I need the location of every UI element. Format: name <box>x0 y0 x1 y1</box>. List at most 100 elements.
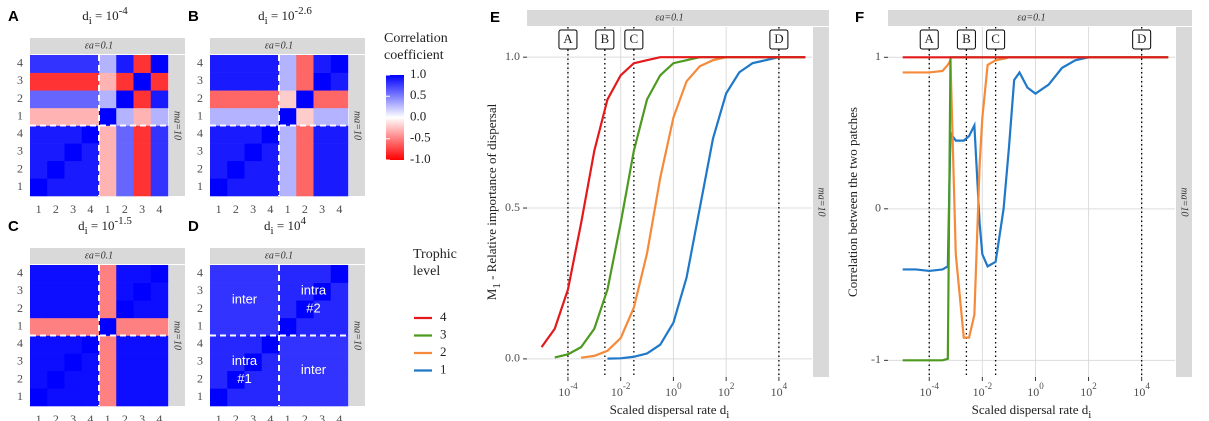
heat-cell <box>81 282 100 301</box>
y-tick-label: 2 <box>17 371 23 385</box>
reference-label: B <box>962 31 971 46</box>
strip-top-label: εa=0.1 <box>655 12 683 23</box>
x-tick-label: 2 <box>53 412 59 421</box>
heat-cell <box>47 353 65 372</box>
strip-right <box>169 265 185 406</box>
strip-top <box>210 248 365 264</box>
panel-title-part: d <box>78 218 85 233</box>
x-tick-label: 4 <box>336 202 342 216</box>
heat-cell <box>313 335 332 354</box>
heat-cell <box>47 125 65 144</box>
legend-label: 3 <box>440 326 447 341</box>
panel-title-part: d <box>258 8 265 23</box>
panel-title-part: i <box>85 225 88 237</box>
y-tick-label: 2 <box>17 161 23 175</box>
x-tick-label-part: 0 <box>1039 381 1044 391</box>
heat-cell <box>47 317 65 336</box>
y-tick-label: -1 <box>871 352 881 366</box>
heat-cell <box>99 178 117 197</box>
heat-cell <box>99 72 117 91</box>
heat-cell <box>210 353 228 372</box>
strip-top <box>30 248 185 264</box>
heat-cell <box>210 55 228 73</box>
strip-right-label: ma=10 <box>816 188 827 217</box>
x-tick-label: 3 <box>70 412 76 421</box>
heat-cell <box>210 72 228 91</box>
heat-cell <box>116 90 134 109</box>
heat-cell <box>313 282 332 301</box>
heat-cell <box>296 335 314 354</box>
panel-title-part: i <box>271 225 274 237</box>
heat-cell <box>279 90 297 109</box>
heat-cell <box>81 143 100 162</box>
heat-cell <box>47 143 65 162</box>
heat-cell <box>30 265 48 283</box>
heat-cell <box>99 160 117 179</box>
heat-cell <box>47 335 65 354</box>
heat-cell <box>279 160 297 179</box>
heat-cell <box>64 90 83 109</box>
heat-cell <box>313 300 332 319</box>
heat-cell <box>30 90 48 109</box>
panel-letter: F <box>855 9 864 26</box>
heat-cell <box>210 143 228 162</box>
x-axis-label-part: i <box>1088 409 1091 421</box>
heat-cell <box>30 107 48 126</box>
x-tick-label-part: 4 <box>783 381 788 391</box>
y-tick-label: 0.5 <box>505 200 520 214</box>
heat-cell <box>313 107 332 126</box>
panel-title-part: d <box>264 218 271 233</box>
y-tick-label: 3 <box>197 144 203 158</box>
strip-top <box>30 38 185 54</box>
y-tick-label: 3 <box>197 283 203 297</box>
heat-cell <box>279 300 297 319</box>
heat-cell <box>227 178 245 197</box>
heat-cell <box>99 317 117 336</box>
x-tick-label: 3 <box>319 412 325 421</box>
strip-top-label: εa=0.1 <box>265 250 293 261</box>
panel-title-part: i <box>89 15 92 27</box>
x-tick-label-part: 2 <box>730 381 735 391</box>
heat-cell <box>64 178 83 197</box>
heat-cell <box>330 317 349 336</box>
heat-cell <box>244 335 263 354</box>
heat-cell <box>210 125 228 144</box>
x-tick-label: 4 <box>156 412 162 421</box>
strip-right-label: ma=10 <box>352 321 363 350</box>
colorbar-label: 0.0 <box>410 108 426 123</box>
heat-cell <box>116 107 134 126</box>
heat-cell <box>296 300 314 319</box>
heat-cell <box>81 178 100 197</box>
heat-cell <box>99 265 117 283</box>
heat-cell <box>279 107 297 126</box>
heat-cell <box>244 178 263 197</box>
reference-label: C <box>991 31 1000 46</box>
y-axis-label: Correlation between the two patches <box>845 107 860 297</box>
heat-cell <box>81 353 100 372</box>
panel-title-part: = 10 <box>88 218 115 233</box>
heat-cell <box>99 370 117 389</box>
reference-label: D <box>774 31 783 46</box>
heat-cell <box>210 107 228 126</box>
strip-right-label: ma=10 <box>352 111 363 140</box>
strip-top-label: εa=0.1 <box>1017 12 1045 23</box>
x-tick-label-part: 10 <box>1080 385 1092 399</box>
heat-cell <box>133 388 152 407</box>
x-tick-label-part: -4 <box>931 381 939 391</box>
heat-cell <box>81 388 100 407</box>
heat-cell <box>133 72 152 91</box>
heat-cell <box>64 335 83 354</box>
x-tick-label: 2 <box>122 202 128 216</box>
heat-cell <box>261 300 280 319</box>
heat-cell <box>99 353 117 372</box>
heat-cell <box>227 282 245 301</box>
reference-label-box <box>624 29 644 50</box>
heat-cell <box>330 90 349 109</box>
heat-cell <box>279 317 297 336</box>
y-tick-label: 1.0 <box>505 49 520 63</box>
heat-cell <box>30 353 48 372</box>
colorbar <box>386 75 404 160</box>
x-tick-label: 3 <box>70 202 76 216</box>
heat-cell <box>261 353 280 372</box>
panel-title-part: d <box>82 8 89 23</box>
